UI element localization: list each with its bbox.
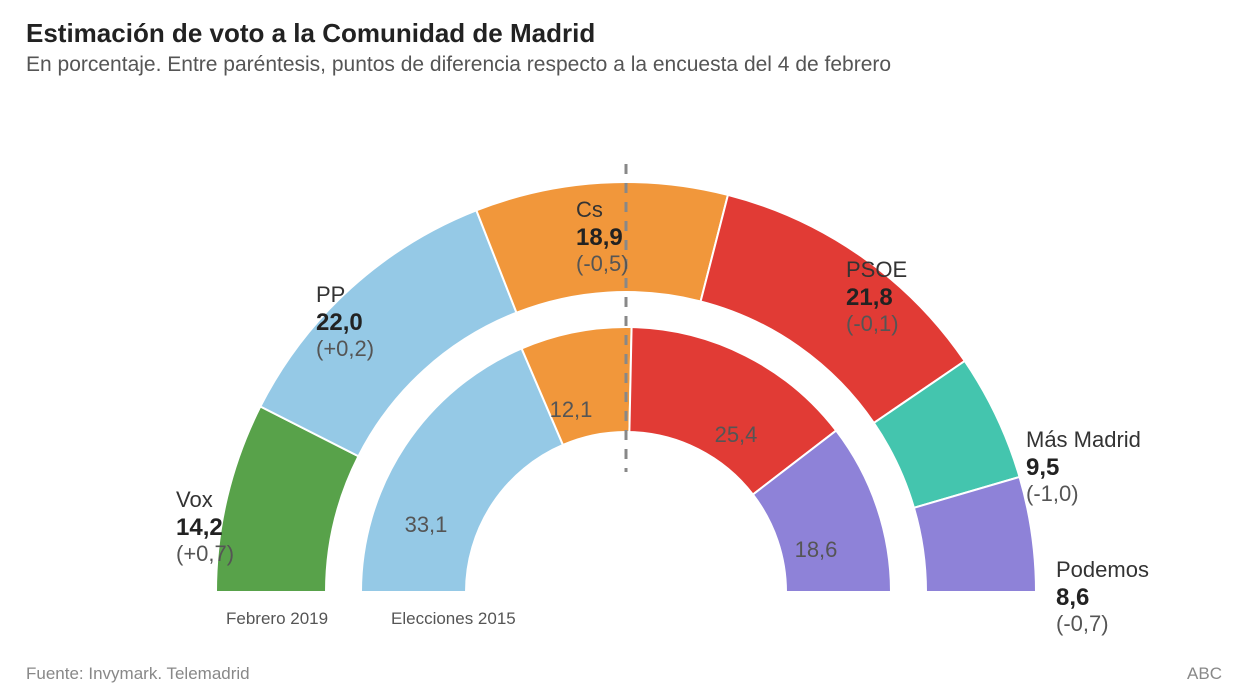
inner-value-psoe15: 25,4 — [715, 422, 758, 447]
party-diff-masmadrid: (-1,0) — [1026, 481, 1079, 506]
label-masmadrid: Más Madrid9,5(-1,0) — [1026, 427, 1141, 506]
party-value-vox: 14,2 — [176, 514, 223, 541]
party-value-psoe: 21,8 — [846, 284, 893, 311]
chart-subtitle: En porcentaje. Entre paréntesis, puntos … — [26, 53, 1222, 77]
inner-value-cs15: 12,1 — [550, 397, 593, 422]
inner-value-pod15: 18,6 — [795, 537, 838, 562]
party-diff-podemos: (-0,7) — [1056, 611, 1109, 636]
footer-brand: ABC — [1187, 664, 1222, 684]
party-value-podemos: 8,6 — [1056, 584, 1089, 611]
inner-value-pp15: 33,1 — [405, 512, 448, 537]
footer-source: Fuente: Invymark. Telemadrid — [26, 664, 250, 684]
party-label-cs: Cs — [576, 197, 603, 222]
party-value-pp: 22,0 — [316, 309, 363, 336]
party-label-podemos: Podemos — [1056, 557, 1149, 582]
chart-title: Estimación de voto a la Comunidad de Mad… — [26, 18, 1222, 49]
party-label-pp: PP — [316, 282, 345, 307]
party-label-vox: Vox — [176, 487, 213, 512]
party-diff-psoe: (-0,1) — [846, 311, 899, 336]
axis-label-inner: Elecciones 2015 — [391, 609, 516, 628]
axis-label-outer: Febrero 2019 — [226, 609, 328, 628]
party-diff-cs: (-0,5) — [576, 251, 629, 276]
half-donut-chart: Vox14,2(+0,7) PP22,0(+0,2) Cs18,9(-0,5) PSO… — [26, 77, 1222, 637]
party-value-masmadrid: 9,5 — [1026, 454, 1059, 481]
chart-container: Estimación de voto a la Comunidad de Mad… — [0, 0, 1248, 698]
party-label-psoe: PSOE — [846, 257, 907, 282]
label-podemos: Podemos8,6(-0,7) — [1056, 557, 1149, 636]
party-value-cs: 18,9 — [576, 224, 623, 251]
chart-footer: Fuente: Invymark. Telemadrid ABC — [26, 664, 1222, 684]
party-diff-vox: (+0,7) — [176, 541, 234, 566]
party-diff-pp: (+0,2) — [316, 336, 374, 361]
party-label-masmadrid: Más Madrid — [1026, 427, 1141, 452]
